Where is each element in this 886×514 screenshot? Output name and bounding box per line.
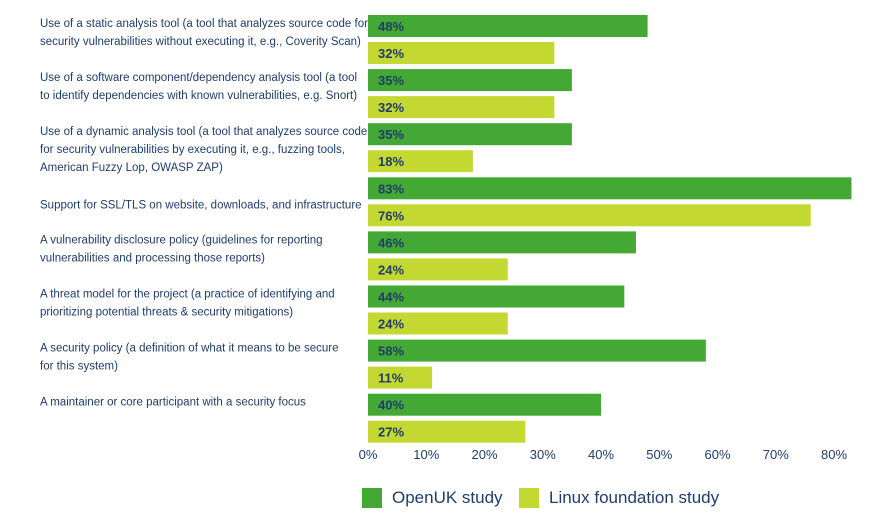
bar (368, 150, 473, 173)
category-label-line: vulnerabilities and processing those rep… (40, 252, 265, 264)
category-label-line: A maintainer or core participant with a … (40, 397, 306, 409)
x-tick-label: 20% (471, 447, 497, 462)
category-label: A maintainer or core participant with a … (40, 397, 306, 409)
x-tick-label: 0% (359, 447, 378, 462)
bar-value-label: 40% (378, 398, 404, 413)
x-tick-label: 40% (588, 447, 614, 462)
bar-value-label: 46% (378, 235, 404, 250)
category-label-line: Use of a static analysis tool (a tool th… (40, 18, 368, 30)
category-label-line: A threat model for the project (a practi… (40, 289, 335, 301)
category-label-line: for this system) (40, 361, 118, 373)
x-tick-label: 30% (530, 447, 556, 462)
bar (368, 69, 572, 92)
bar-value-label: 58% (378, 344, 404, 359)
bar-value-label: 44% (378, 290, 404, 305)
bar-value-label: 83% (378, 181, 404, 196)
bar (368, 285, 625, 308)
bar (368, 258, 508, 281)
category-label-line: American Fuzzy Lop, OWASP ZAP) (40, 162, 223, 174)
legend: OpenUK study (362, 486, 503, 510)
legend-label-linux-foundation: Linux foundation study (549, 488, 720, 507)
bar-value-label: 48% (378, 19, 404, 34)
bar (368, 393, 601, 416)
category-label-line: to identify dependencies with known vuln… (40, 90, 357, 102)
category-label-line: Support for SSL/TLS on website, download… (40, 199, 362, 211)
x-tick-label: 10% (413, 447, 439, 462)
category-label: Use of a dynamic analysis tool (a tool t… (40, 126, 367, 174)
bar-value-label: 35% (378, 127, 404, 142)
x-tick-label: 80% (821, 447, 847, 462)
bar (368, 420, 526, 443)
category-label-line: Use of a software component/dependency a… (40, 72, 357, 84)
bar-value-label: 24% (378, 262, 404, 277)
bar (368, 339, 706, 362)
category-label-line: prioritizing potential threats & securit… (40, 307, 293, 319)
legend-label-openuk: OpenUK study (392, 488, 503, 507)
category-label: Use of a static analysis tool (a tool th… (40, 18, 368, 48)
category-label: A vulnerability disclosure policy (guide… (40, 234, 323, 264)
legend-swatch-linux-foundation (519, 488, 539, 508)
bar-value-label: 24% (378, 317, 404, 332)
category-label-line: for security vulnerabilities by executin… (40, 144, 345, 156)
bar (368, 123, 572, 146)
category-label: Support for SSL/TLS on website, download… (40, 199, 362, 211)
category-label-line: Use of a dynamic analysis tool (a tool t… (40, 126, 367, 138)
bar-value-label: 11% (378, 371, 404, 386)
bar-value-label: 76% (378, 208, 404, 223)
x-tick-label: 60% (704, 447, 730, 462)
legend-swatch-openuk (362, 488, 382, 508)
category-label-line: security vulnerabilities without executi… (40, 36, 361, 48)
x-tick-label: 50% (646, 447, 672, 462)
bar (368, 177, 852, 200)
bar (368, 366, 433, 389)
bar (368, 204, 811, 227)
category-label: A security policy (a definition of what … (40, 343, 339, 373)
bar (368, 15, 648, 37)
category-label: A threat model for the project (a practi… (40, 289, 335, 319)
category-label-line: A security policy (a definition of what … (40, 343, 339, 355)
category-label: Use of a software component/dependency a… (40, 72, 357, 102)
bar (368, 231, 636, 254)
bar (368, 312, 508, 335)
bar-value-label: 27% (378, 425, 404, 440)
bar-value-label: 32% (378, 100, 404, 115)
bar-chart: Use of a static analysis tool (a tool th… (40, 15, 852, 462)
bar-value-label: 18% (378, 154, 404, 169)
bar-value-label: 35% (378, 73, 404, 88)
x-tick-label: 70% (763, 447, 789, 462)
bar (368, 96, 555, 119)
legend-2: Linux foundation study (519, 486, 719, 510)
bar (368, 42, 555, 64)
bar-value-label: 32% (378, 46, 404, 61)
category-label-line: A vulnerability disclosure policy (guide… (40, 234, 323, 246)
